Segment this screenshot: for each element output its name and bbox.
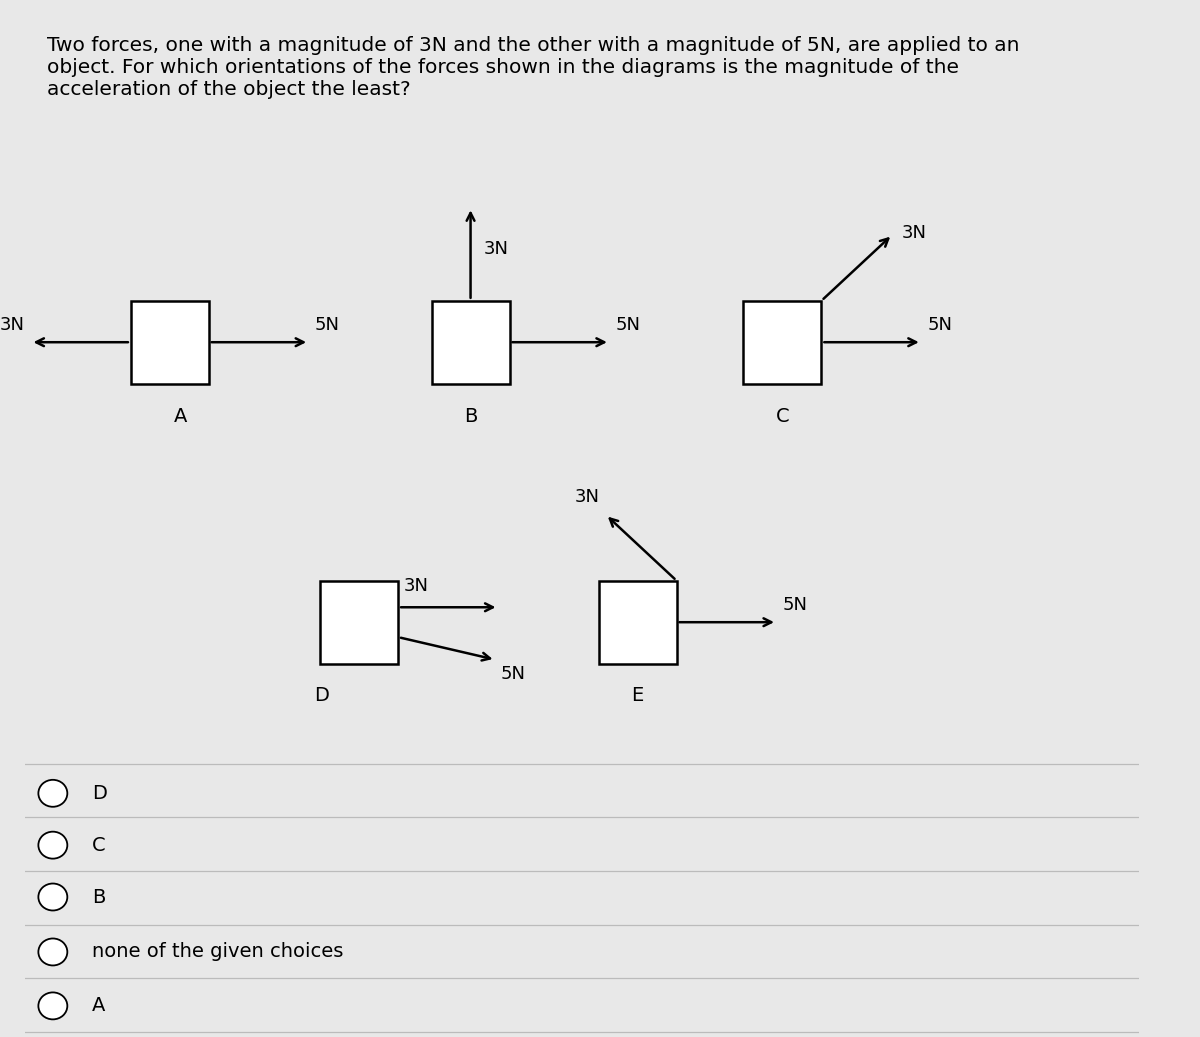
Circle shape: [38, 832, 67, 859]
Circle shape: [38, 938, 67, 965]
Text: Two forces, one with a magnitude of 3N and the other with a magnitude of 5N, are: Two forces, one with a magnitude of 3N a…: [47, 36, 1020, 100]
Text: A: A: [92, 997, 106, 1015]
Text: B: B: [92, 888, 106, 906]
Text: 5N: 5N: [782, 596, 808, 614]
Text: C: C: [92, 836, 106, 854]
FancyBboxPatch shape: [432, 301, 510, 384]
Text: 5N: 5N: [500, 665, 526, 683]
Circle shape: [38, 780, 67, 807]
Text: 5N: 5N: [928, 316, 953, 334]
Circle shape: [38, 884, 67, 910]
Text: 3N: 3N: [484, 240, 509, 258]
Text: D: D: [92, 784, 107, 803]
Text: 3N: 3N: [0, 316, 25, 334]
Text: C: C: [775, 407, 790, 425]
Text: 3N: 3N: [403, 577, 428, 595]
Circle shape: [38, 992, 67, 1019]
Text: A: A: [174, 407, 187, 425]
FancyBboxPatch shape: [744, 301, 822, 384]
FancyBboxPatch shape: [599, 581, 677, 664]
Text: B: B: [464, 407, 478, 425]
Text: 3N: 3N: [901, 224, 926, 242]
Text: 5N: 5N: [314, 316, 340, 334]
Text: E: E: [631, 686, 643, 705]
Text: none of the given choices: none of the given choices: [92, 943, 343, 961]
Text: D: D: [314, 686, 330, 705]
FancyBboxPatch shape: [131, 301, 209, 384]
FancyBboxPatch shape: [320, 581, 398, 664]
Text: 3N: 3N: [575, 488, 600, 506]
Text: 5N: 5N: [616, 316, 641, 334]
